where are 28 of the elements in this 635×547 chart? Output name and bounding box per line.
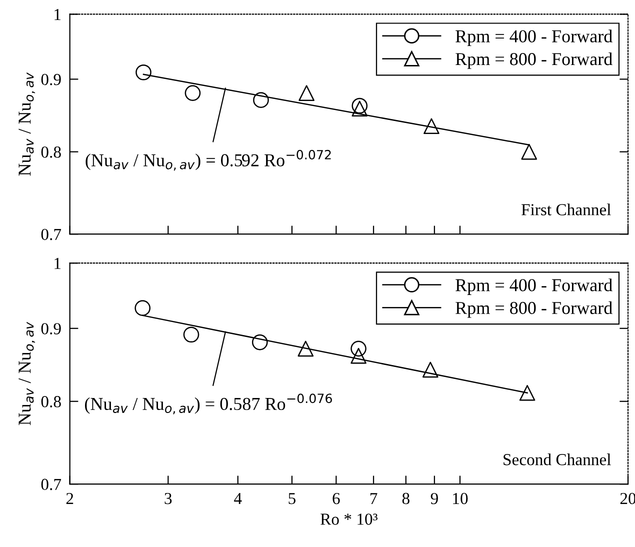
y-axis-title: Nu$_{av}$ / Nu$_{o,av}$: [18, 72, 36, 176]
x-tick-label: 5: [288, 493, 296, 504]
y-tick-label: 1: [54, 9, 61, 20]
y-tick-label: 0.7: [41, 228, 62, 240]
legend-label: Rpm = 400 - Forward: [456, 30, 612, 46]
x-tick-label: 8: [402, 492, 410, 504]
x-tick-label: 7: [370, 493, 378, 504]
y-axis-title: Nu$_{av}$ / Nu$_{o,av}$: [18, 322, 36, 426]
x-axis-title: Ro * 10³: [320, 514, 378, 525]
x-tick-label: 6: [332, 492, 340, 504]
y-tick-label: 0.8: [41, 146, 61, 158]
legend-label: Rpm = 800 - Forward: [456, 52, 612, 69]
y-tick-label: 0.9: [41, 323, 61, 334]
annotation: (Nu$_{av}$ / Nu$_{o,av}$) = 0.587 Ro$^{−0.076}$: [84, 394, 332, 414]
y-tick-label: 1: [54, 258, 61, 269]
x-tick-label: 9: [430, 492, 438, 504]
annotation: First Channel: [521, 204, 611, 216]
legend-label: Rpm = 800 - Forward: [456, 301, 612, 318]
y-tick-label: 0.7: [41, 478, 62, 490]
y-tick-label: 0.9: [41, 74, 61, 86]
x-tick-label: 10: [453, 492, 468, 504]
x-tick-label: 4: [234, 493, 242, 504]
legend-label: Rpm = 400 - Forward: [456, 278, 612, 295]
y-tick-label: 0.8: [41, 396, 61, 408]
x-tick-label: 2: [66, 492, 74, 504]
annotation: (Nu$_{av}$ / Nu$_{o,av}$) = 0.592 Ro$^{−0.072}$: [86, 150, 331, 171]
x-tick-label: 3: [164, 492, 172, 504]
annotation: Second Channel: [504, 454, 611, 466]
